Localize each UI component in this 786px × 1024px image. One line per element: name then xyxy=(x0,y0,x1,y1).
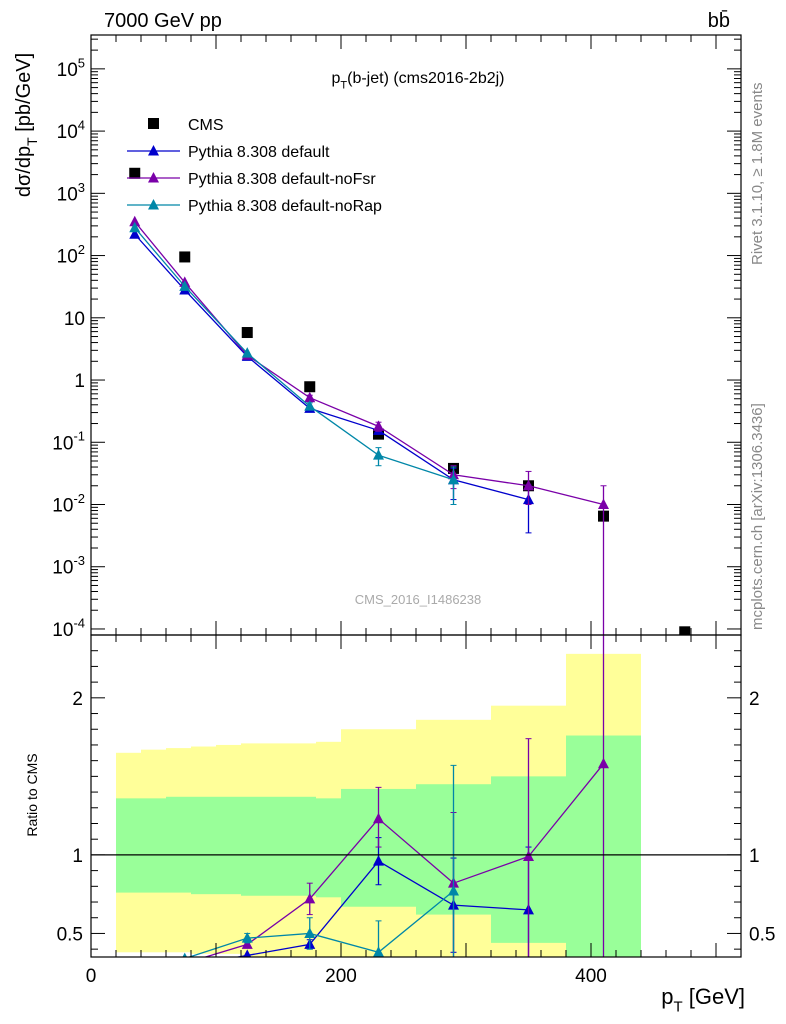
x-tick-label: 0 xyxy=(86,966,97,987)
data-point xyxy=(448,473,459,485)
ratio-series-pythia-8-308-default-norap xyxy=(129,764,459,997)
data-point xyxy=(304,400,316,411)
y-tick-label: 104​ xyxy=(57,118,85,144)
series-pythia-8-308-default-nofsr xyxy=(129,215,609,635)
y-tick-label: 10-2​ xyxy=(52,491,85,517)
data-point xyxy=(179,957,190,968)
uncertainty-band-inner xyxy=(291,796,316,896)
y-axis-label: dσ/dpT​ [pb/GeV] xyxy=(13,53,40,197)
x-axis-label: pT​ [GeV] xyxy=(661,984,745,1016)
legend-marker xyxy=(148,145,159,156)
data-point xyxy=(373,812,384,824)
ratio-y-axis-label: Ratio to CMS xyxy=(24,753,40,836)
y-tick-label: 10-1​ xyxy=(52,429,85,455)
legend-item-pythia-8-308-default: Pythia 8.308 default xyxy=(127,144,330,161)
y-tick-label: 10 xyxy=(64,309,85,330)
data-point xyxy=(129,215,141,227)
y-tick-label: 1 xyxy=(74,371,85,392)
data-point xyxy=(304,927,316,938)
series-line xyxy=(134,227,454,481)
y-tick-label: 102​ xyxy=(57,242,85,268)
ratio-y-tick-label-right: 2 xyxy=(749,689,760,710)
legend-item-pythia-8-308-default-nofsr: Pythia 8.308 default-noFsr xyxy=(127,171,376,188)
data-point xyxy=(448,885,459,896)
y-tick-label: 103​ xyxy=(57,180,85,206)
data-point xyxy=(129,979,140,990)
data-point xyxy=(129,990,140,1001)
data-point xyxy=(129,986,140,997)
analysis-watermark: CMS_2016_I1486238 xyxy=(355,592,482,607)
data-point xyxy=(129,228,141,239)
legend-marker xyxy=(148,199,159,210)
header-process-label: bb̄ xyxy=(708,9,730,32)
data-point xyxy=(241,938,253,949)
ratio-y-tick-label-right: 1 xyxy=(749,846,760,867)
uncertainty-band-inner xyxy=(241,796,266,896)
data-point xyxy=(373,420,384,431)
legend-label: Pythia 8.308 default-noFsr xyxy=(188,171,376,188)
data-point xyxy=(129,167,141,179)
data-point xyxy=(679,626,691,635)
series-line xyxy=(134,221,604,506)
data-point xyxy=(598,498,609,510)
legend: CMS Pythia 8.308 default Pythia 8.308 defa… xyxy=(127,117,382,215)
data-point xyxy=(182,952,188,957)
legend-item-cms: CMS xyxy=(148,117,224,134)
main-panel: pT​(b-jet) (cms2016-2b2j) CMS_2016_I1486… xyxy=(13,34,742,641)
uncertainty-band-inner xyxy=(141,798,166,893)
y-tick-label: 10-4​ xyxy=(52,615,85,641)
data-point xyxy=(373,946,384,957)
data-point xyxy=(241,932,253,943)
data-point xyxy=(598,757,609,769)
ratio-y-tick-label-right: 0.5 xyxy=(749,924,775,945)
uncertainty-band-inner xyxy=(116,798,141,893)
ratio-y-tick-label: 1 xyxy=(72,846,83,867)
data-point xyxy=(304,381,316,393)
uncertainty-band-inner xyxy=(216,796,241,895)
plot-title: pT​(b-jet) (cms2016-2b2j) xyxy=(331,70,504,92)
y-tick-label: 10-3​ xyxy=(52,553,85,579)
legend-label: CMS xyxy=(188,117,224,134)
data-point xyxy=(523,479,534,491)
series-pythia-8-308-default-norap xyxy=(129,221,459,506)
data-point xyxy=(241,347,253,358)
data-point xyxy=(179,251,191,263)
ratio-panel: 0.5 0.5 1 1 2 2 0 200 400 Ratio to CMS pT​ [GeV] xyxy=(24,634,775,1016)
series-line xyxy=(203,763,605,957)
uncertainty-band-inner xyxy=(266,796,291,896)
y-tick-label: 105​ xyxy=(57,55,85,81)
data-point xyxy=(179,960,190,971)
data-point xyxy=(243,949,252,957)
data-point xyxy=(304,892,316,904)
uncertainty-band-inner xyxy=(191,796,216,895)
legend-marker xyxy=(148,118,159,129)
data-point xyxy=(129,221,141,233)
series-line xyxy=(187,890,454,957)
rivet-version-label: Rivet 3.1.10, ≥ 1.8M events xyxy=(749,83,766,266)
x-tick-label: 400 xyxy=(575,966,607,987)
header-energy-label: 7000 GeV pp xyxy=(104,10,222,32)
legend-label: Pythia 8.308 default-noRap xyxy=(188,198,382,215)
data-point xyxy=(179,280,191,291)
data-point xyxy=(523,850,534,861)
series-line xyxy=(134,233,529,501)
data-point xyxy=(304,391,316,403)
mcplots-label: mcplots.cern.ch [arXiv:1306.3436] xyxy=(749,403,766,630)
series-pythia-8-308-default xyxy=(129,228,534,534)
legend-label: Pythia 8.308 default xyxy=(188,144,330,161)
ratio-y-tick-label: 2 xyxy=(72,689,83,710)
uncertainty-band-inner xyxy=(316,798,341,898)
ratio-y-tick-label: 0.5 xyxy=(57,924,83,945)
legend-marker xyxy=(148,172,159,183)
legend-item-pythia-8-308-default-norap: Pythia 8.308 default-noRap xyxy=(127,198,382,215)
uncertainty-band-inner xyxy=(166,796,191,893)
x-tick-label: 200 xyxy=(325,966,357,987)
data-point xyxy=(241,327,253,339)
data-point xyxy=(373,449,384,460)
series-cms xyxy=(129,167,691,635)
data-point xyxy=(373,855,384,866)
